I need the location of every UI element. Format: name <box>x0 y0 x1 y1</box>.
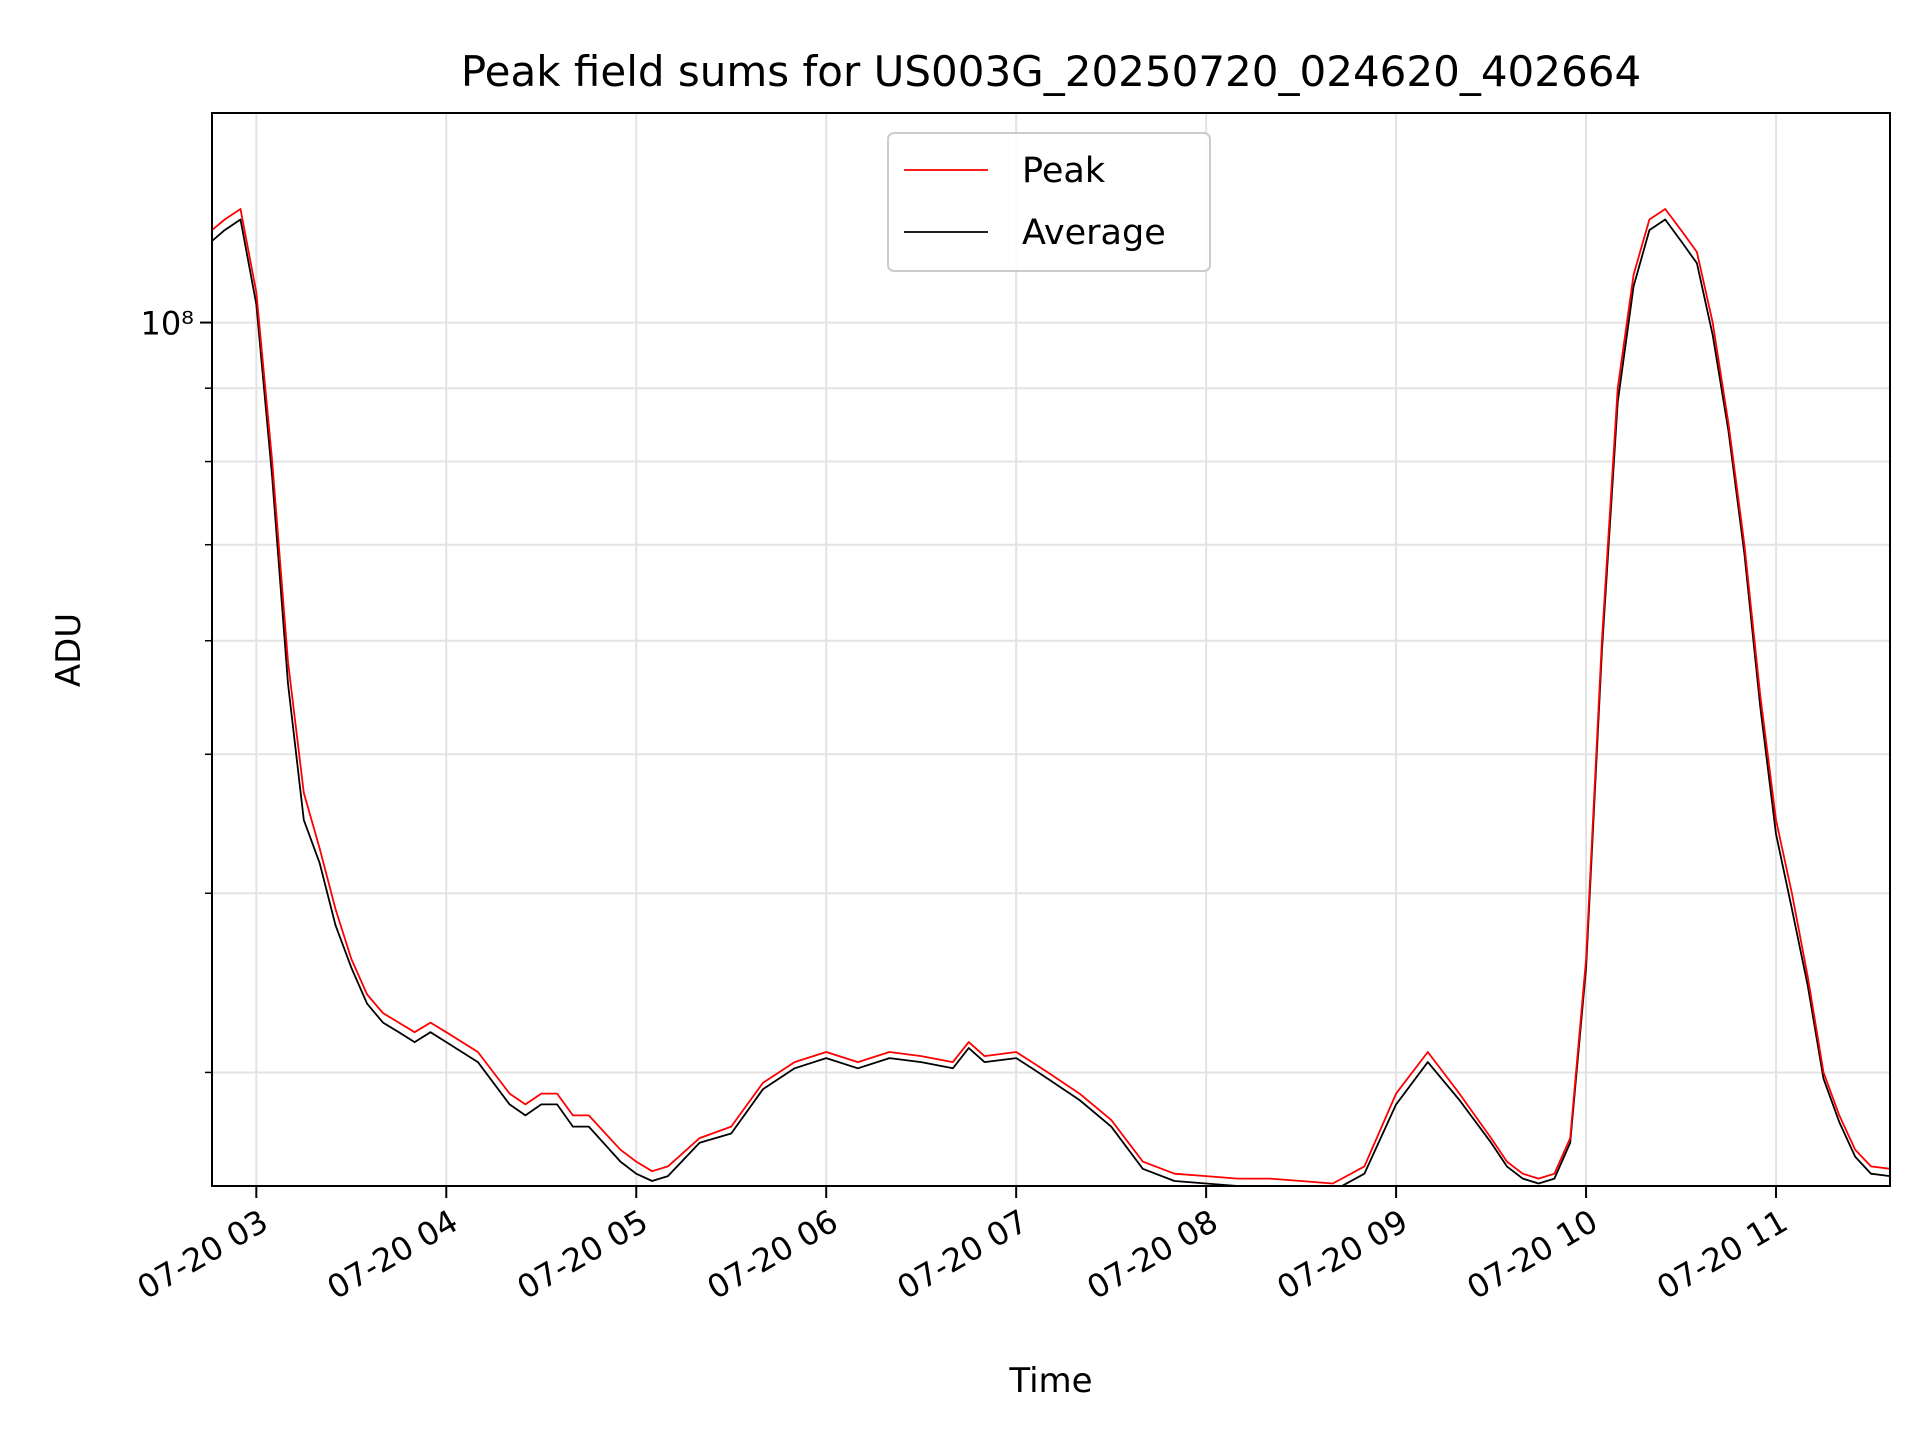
chart-title: Peak field sums for US003G_20250720_0246… <box>461 47 1641 96</box>
series-line-peak <box>212 208 1890 1185</box>
y-axis-label: ADU <box>49 613 89 687</box>
legend-label-peak: Peak <box>1022 151 1106 191</box>
x-axis-label: Time <box>1008 1361 1092 1401</box>
legend: Peak Average <box>887 132 1211 272</box>
plot-series <box>212 208 1890 1186</box>
series-line-average <box>212 218 1890 1186</box>
plot-frame <box>211 112 1891 1187</box>
legend-box <box>887 132 1211 272</box>
legend-label-average: Average <box>1022 213 1166 253</box>
grid-lines <box>212 113 1890 1186</box>
y-tick-label: 10⁸ <box>140 305 194 343</box>
